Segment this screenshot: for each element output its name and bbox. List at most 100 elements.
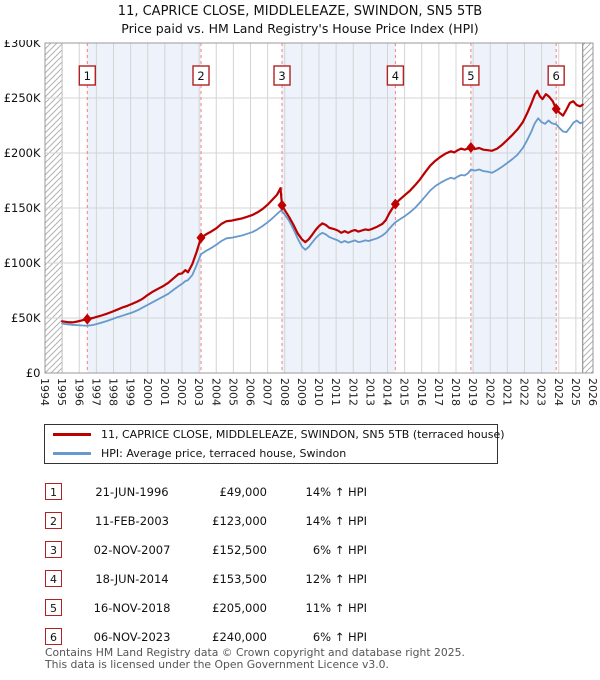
transaction-price: £49,000 xyxy=(219,484,267,499)
y-axis-labels: £0 £50K £100K £150K £200K £250K £300K xyxy=(4,36,41,380)
x-tick-label: 1995 xyxy=(55,378,68,406)
x-tick-label: 1996 xyxy=(72,378,85,406)
x-tick-label: 2026 xyxy=(586,378,599,406)
transaction-price: £240,000 xyxy=(212,629,267,644)
transaction-hpi-delta: 11% ↑ HPI xyxy=(305,600,367,615)
page-title: 11, CAPRICE CLOSE, MIDDLELEAZE, SWINDON,… xyxy=(117,4,483,19)
transaction-number: 1 xyxy=(45,483,62,500)
y-tick-label: £50K xyxy=(11,311,41,325)
plot-border xyxy=(44,42,594,374)
x-tick-label: 2003 xyxy=(192,378,205,406)
sale-marker xyxy=(196,232,206,244)
transaction-date: 06-NOV-2023 xyxy=(93,629,171,644)
price-paid-line-swatch xyxy=(53,433,91,436)
x-tick-label: 2012 xyxy=(346,378,359,406)
transaction-hpi-delta: 6% ↑ HPI xyxy=(312,629,367,644)
x-tick-label: 2008 xyxy=(278,378,291,406)
transaction-hpi-delta: 14% ↑ HPI xyxy=(305,513,367,528)
transaction-number: 2 xyxy=(45,512,62,529)
x-tick-label: 1998 xyxy=(107,378,120,406)
transaction-date: 11-FEB-2003 xyxy=(95,513,169,528)
price-chart-svg: 1 2 3 4 5 6 1994 1995 1996 1997 1998 1999 2000 2001 2… xyxy=(4,36,599,406)
x-tick-label: 2005 xyxy=(226,378,239,406)
sale-markers xyxy=(82,103,561,325)
sale-number-label: 4 xyxy=(392,69,399,83)
sale-number-box xyxy=(386,65,405,86)
x-axis-labels: 1994 1995 1996 1997 1998 1999 2000 2001 2002 2003… xyxy=(38,378,599,406)
x-tick-label: 2024 xyxy=(552,378,565,406)
x-tick-label: 2006 xyxy=(244,378,257,406)
x-tick-label: 2000 xyxy=(141,378,154,406)
sale-marker xyxy=(390,198,400,210)
page-subtitle: Price paid vs. HM Land Registry's House … xyxy=(121,21,479,36)
sale-marker xyxy=(466,142,476,153)
sale-number-box xyxy=(78,65,96,86)
sale-event-lines xyxy=(86,43,557,373)
sale-number-boxes: 1 2 3 4 5 6 xyxy=(78,65,565,86)
sale-number-label: 5 xyxy=(467,69,474,83)
x-tick-label: 2002 xyxy=(175,378,188,406)
x-tick-label: 2017 xyxy=(432,378,445,406)
sale-number-label: 1 xyxy=(84,69,91,83)
transaction-date: 02-NOV-2007 xyxy=(93,542,171,557)
sale-number-box xyxy=(192,65,210,86)
transaction-hpi-delta: 12% ↑ HPI xyxy=(305,571,367,586)
price-history-chart: 1 2 3 4 5 6 1994 1995 1996 1997 1998 1999 2000 2001 2… xyxy=(0,36,600,420)
x-tick-label: 2011 xyxy=(329,378,342,406)
y-tick-label: £150K xyxy=(4,201,41,215)
y-tick-label: £250K xyxy=(4,91,41,105)
chart-legend: 11, CAPRICE CLOSE, MIDDLELEAZE, SWINDON,… xyxy=(44,424,505,464)
footer-line-1: Contains HM Land Registry data © Crown c… xyxy=(45,646,465,659)
x-tick-label: 1997 xyxy=(89,378,102,406)
transaction-row: 2 11-FEB-2003 £123,000 14% ↑ HPI xyxy=(45,506,465,535)
transaction-price: £152,500 xyxy=(212,542,267,557)
transaction-row: 1 21-JUN-1996 £49,000 14% ↑ HPI xyxy=(45,477,465,506)
transaction-date: 16-NOV-2018 xyxy=(93,600,171,615)
transaction-date: 18-JUN-2014 xyxy=(95,571,169,586)
sale-number-box xyxy=(462,65,480,86)
x-tick-label: 2020 xyxy=(483,378,496,406)
x-tick-label: 2025 xyxy=(569,378,582,406)
hpi-line-swatch xyxy=(53,452,91,455)
transaction-price: £153,500 xyxy=(212,571,267,586)
price-paid-line xyxy=(60,89,584,324)
footer-line-2: This data is licensed under the Open Gov… xyxy=(45,657,389,671)
transaction-row: 6 06-NOV-2023 £240,000 6% ↑ HPI xyxy=(45,622,465,651)
transaction-row: 3 02-NOV-2007 £152,500 6% ↑ HPI xyxy=(45,535,465,564)
transaction-price: £205,000 xyxy=(212,600,267,615)
transaction-number: 4 xyxy=(45,570,62,587)
transaction-number: 6 xyxy=(45,628,62,645)
x-tick-label: 1999 xyxy=(124,378,137,406)
y-tick-label: £0 xyxy=(26,366,41,380)
x-tick-label: 2022 xyxy=(518,378,531,406)
y-tick-label: £300K xyxy=(4,40,41,50)
x-tick-label: 2010 xyxy=(312,378,325,406)
license-footer: Contains HM Land Registry data © Crown c… xyxy=(45,647,465,670)
x-tick-label: 2015 xyxy=(398,378,411,406)
x-tick-label: 1994 xyxy=(38,378,51,406)
sale-marker xyxy=(82,313,92,325)
y-tick-label: £100K xyxy=(4,256,41,270)
transaction-hpi-delta: 14% ↑ HPI xyxy=(305,484,367,499)
sale-number-label: 2 xyxy=(197,69,204,83)
transaction-row: 5 16-NOV-2018 £205,000 11% ↑ HPI xyxy=(45,593,465,622)
x-tick-label: 2018 xyxy=(449,378,462,406)
x-tick-label: 2016 xyxy=(415,378,428,406)
x-tick-label: 2004 xyxy=(209,378,222,406)
transaction-date: 21-JUN-1996 xyxy=(95,484,169,499)
sale-marker xyxy=(551,103,561,115)
legend-row-hpi: HPI: Average price, terraced house, Swin… xyxy=(45,444,497,463)
sale-number-box xyxy=(273,65,291,86)
legend-label-price-paid: 11, CAPRICE CLOSE, MIDDLELEAZE, SWINDON,… xyxy=(101,428,505,441)
series-lines xyxy=(60,89,584,327)
legend-label-hpi: HPI: Average price, terraced house, Swin… xyxy=(101,447,347,460)
x-tick-label: 2019 xyxy=(466,378,479,406)
x-tick-label: 2013 xyxy=(363,378,376,406)
transaction-price: £123,000 xyxy=(212,513,267,528)
sale-marker xyxy=(277,199,287,211)
x-tick-label: 2021 xyxy=(500,378,513,406)
legend-row-price-paid: 11, CAPRICE CLOSE, MIDDLELEAZE, SWINDON,… xyxy=(45,425,505,444)
x-tick-label: 2007 xyxy=(261,378,274,406)
x-tick-label: 2001 xyxy=(158,378,171,406)
